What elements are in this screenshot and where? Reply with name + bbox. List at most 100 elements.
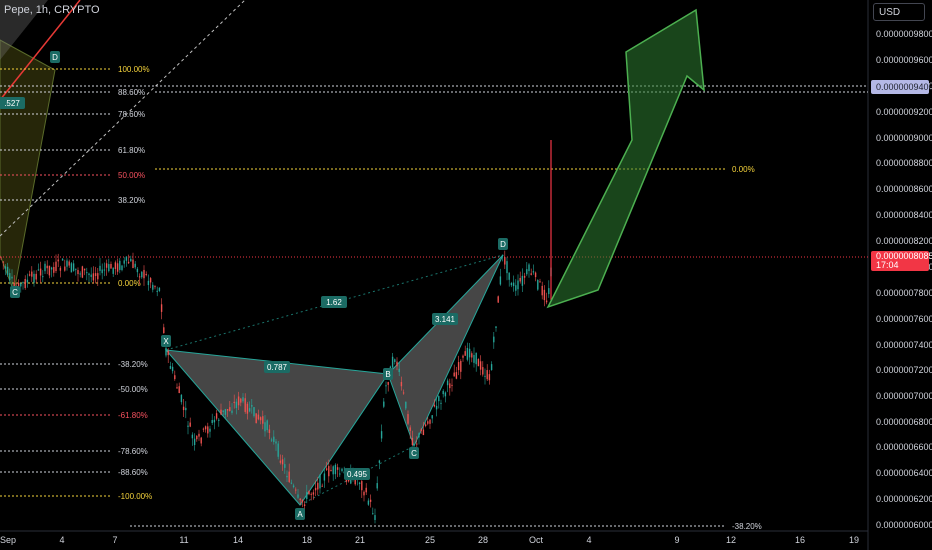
candle-body xyxy=(308,490,310,495)
candle-body xyxy=(75,268,77,270)
candle-body xyxy=(259,417,262,421)
candle-body xyxy=(530,273,532,275)
candle-body xyxy=(310,493,312,495)
candle-body xyxy=(545,300,548,303)
candle-body xyxy=(2,261,4,263)
candle-body xyxy=(229,407,231,411)
x-tick-label: 4 xyxy=(586,535,591,545)
pattern-point-a: A xyxy=(297,510,303,519)
candle-body xyxy=(53,266,55,273)
fib-level-label: -100.00% xyxy=(118,492,152,501)
candle-body xyxy=(319,474,321,489)
candle-body xyxy=(504,257,506,265)
candle-body xyxy=(297,494,299,498)
candle-body xyxy=(174,375,176,380)
candle-body xyxy=(213,419,216,423)
currency-selector[interactable]: USD xyxy=(873,3,925,21)
candle-body xyxy=(251,404,253,407)
candle-body xyxy=(147,280,150,286)
ratio-label-bg xyxy=(264,361,290,373)
candle-body xyxy=(59,267,62,271)
candle-body xyxy=(466,347,469,360)
candle-body xyxy=(92,273,95,281)
candle-body xyxy=(317,482,319,490)
candle-body xyxy=(189,422,191,427)
candle-body xyxy=(94,273,97,277)
fib-level-label: 61.80% xyxy=(118,146,145,155)
candle-body xyxy=(61,258,64,261)
ratio-label-bg xyxy=(344,468,370,480)
candle-body xyxy=(510,283,513,286)
ratio-label: 1.62 xyxy=(326,298,342,307)
candle-body xyxy=(376,483,378,489)
candle-body xyxy=(517,280,519,290)
candle-body xyxy=(468,348,471,358)
candle-body xyxy=(284,464,286,468)
candle-body xyxy=(57,259,59,262)
x-tick-label: 18 xyxy=(302,535,312,545)
candle-body xyxy=(380,431,383,439)
candle-body xyxy=(416,443,418,445)
y-tick-label: 0.0000006200 xyxy=(876,494,932,504)
candle-body xyxy=(169,366,172,369)
candle-body xyxy=(462,355,464,358)
left-harmonic-shape xyxy=(0,39,56,294)
candle-body xyxy=(475,352,477,365)
fib-level-label: -88.60% xyxy=(118,468,148,477)
pattern-point-x-bg xyxy=(161,335,171,347)
candle-body xyxy=(442,390,444,395)
candle-body xyxy=(48,265,51,276)
candle-body xyxy=(266,420,268,431)
ratio-label-bg xyxy=(432,313,458,325)
candle-body xyxy=(13,282,15,288)
candle-body xyxy=(79,273,81,275)
candle-body xyxy=(127,261,130,264)
candle-body xyxy=(55,261,57,272)
pattern-point-c: C xyxy=(411,449,417,458)
fib-level-label: 38.20% xyxy=(118,196,145,205)
candle-body xyxy=(440,402,442,404)
candle-body xyxy=(523,275,526,278)
candle-body xyxy=(196,435,198,440)
candle-body xyxy=(486,370,488,380)
candle-body xyxy=(149,278,152,283)
candle-body xyxy=(490,364,493,371)
candle-body xyxy=(24,278,26,289)
candle-body xyxy=(220,409,222,415)
candle-body xyxy=(484,375,486,377)
candle-body xyxy=(4,266,7,269)
candle-body xyxy=(387,382,389,385)
candle-body xyxy=(255,413,257,424)
candle-body xyxy=(64,266,66,271)
candle-body xyxy=(422,429,425,436)
candle-body xyxy=(402,392,405,394)
candle-body xyxy=(182,406,185,411)
candle-body xyxy=(543,289,546,301)
y-tick-label: 0.0000006800 xyxy=(876,417,932,427)
candle-body xyxy=(292,485,295,488)
symbol-title: Pepe, 1h, CRYPTO xyxy=(4,4,100,16)
countdown: 17:04 xyxy=(876,260,899,270)
current-price-tag: 0.0000008085 17:04 xyxy=(871,251,932,271)
candle-body xyxy=(90,274,92,277)
candle-body xyxy=(407,414,409,424)
candle-body xyxy=(70,263,73,273)
candle-body xyxy=(519,277,521,282)
fib-level-label: 0.00% xyxy=(118,279,141,288)
left-pattern-point-d: D xyxy=(52,53,58,62)
candle-body xyxy=(37,269,40,271)
candle-body xyxy=(257,414,260,420)
y-tick-label: 0.0000007200 xyxy=(876,365,932,375)
candle-body xyxy=(112,267,114,274)
candle-body xyxy=(534,272,537,278)
candle-body xyxy=(328,466,330,477)
candle-body xyxy=(165,347,167,356)
candle-body xyxy=(433,404,436,407)
y-tick-label: 0.0000008600 xyxy=(876,184,932,194)
candle-body xyxy=(20,283,22,287)
y-tick-label: 0.0000008200 xyxy=(876,236,932,246)
candle-body xyxy=(473,354,475,363)
candle-body xyxy=(204,426,207,430)
candle-body xyxy=(171,366,174,372)
